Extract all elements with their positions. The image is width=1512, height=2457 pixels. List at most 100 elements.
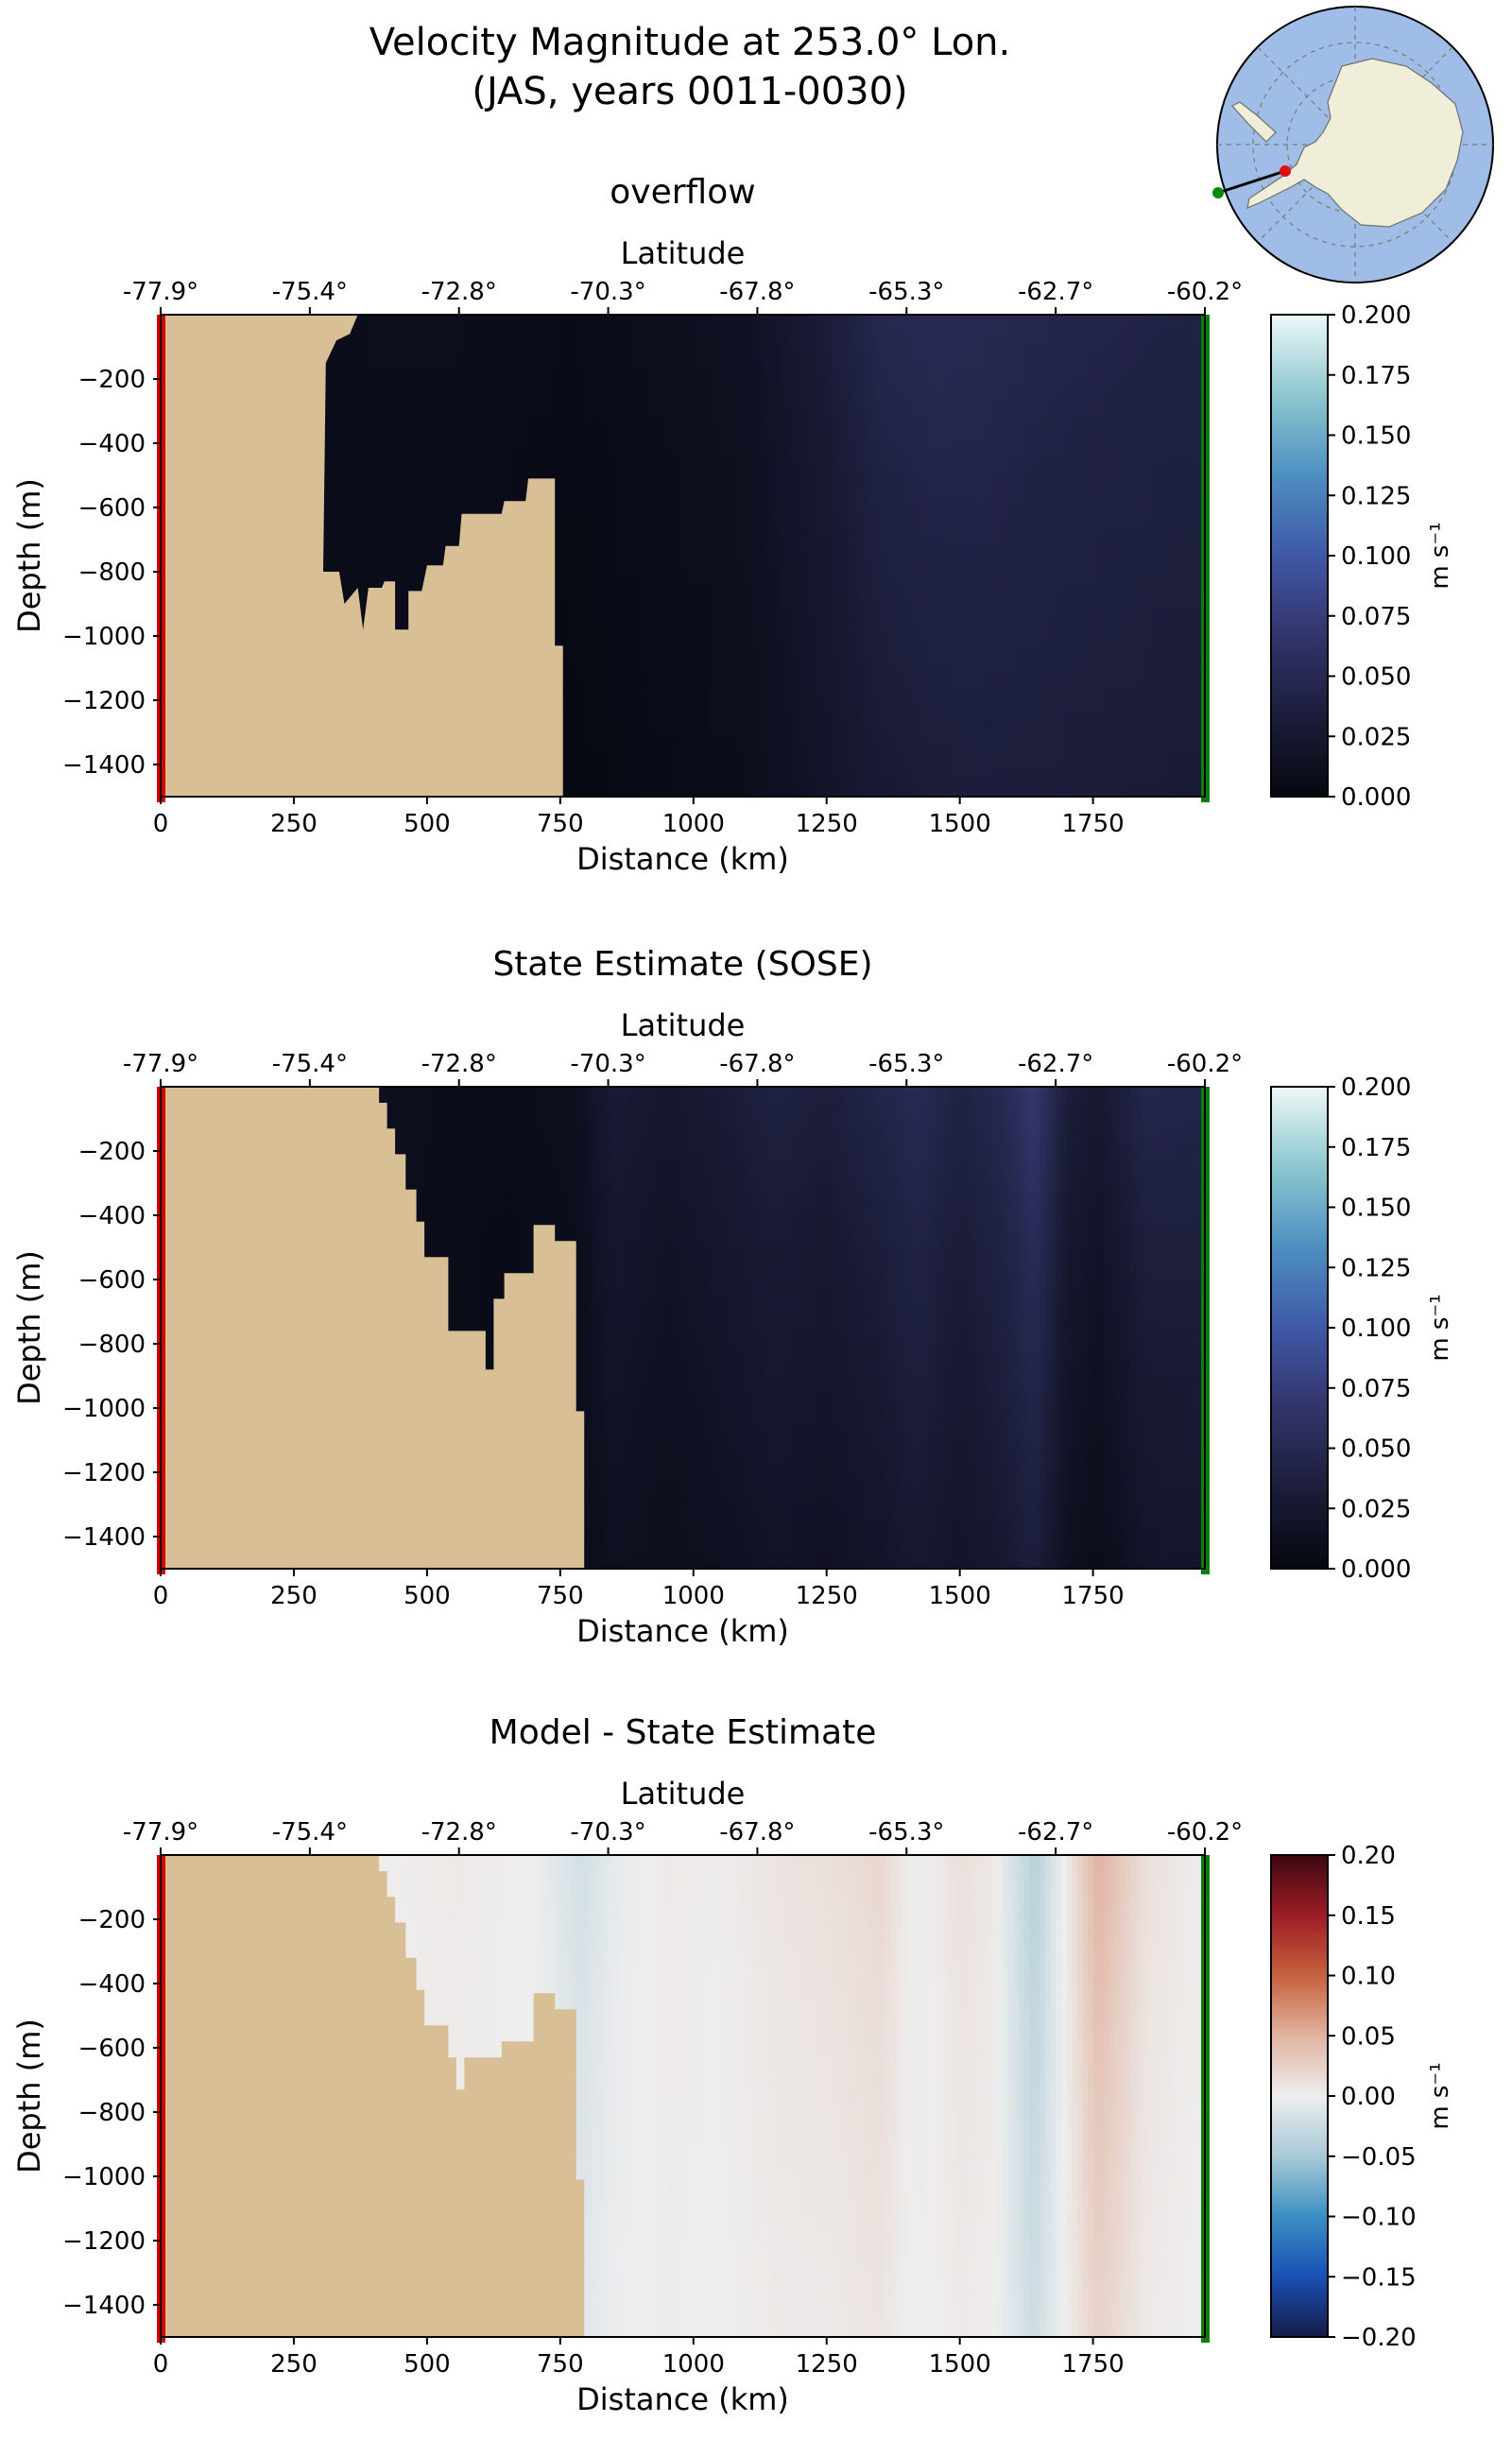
x-axis-label: Distance (km) [576,2381,789,2417]
bathymetry-land [161,1855,585,2337]
y-axis-label: Depth (m) [11,2019,47,2174]
map-section-end-dot [1212,187,1224,198]
colorbar-tick-label: −0.05 [1341,2143,1417,2172]
x-tick-label: 250 [270,810,318,838]
y-tick-label: −1000 [62,1395,146,1423]
lat-tick-label: -70.3° [570,1050,645,1078]
x-tick-label: 750 [537,1582,584,1610]
colorbar-tick-label: 0.075 [1341,1375,1411,1403]
lat-tick-label: -77.9° [123,1050,198,1078]
x-tick-label: 1250 [796,1582,858,1610]
lat-tick-label: -65.3° [868,1050,944,1078]
x-tick-label: 750 [537,810,584,838]
x-tick-label: 1750 [1062,1582,1125,1610]
x-axis-label: Distance (km) [576,1613,789,1649]
colorbar-tick-label: 0.200 [1341,1074,1411,1102]
x-tick-label: 1500 [929,1582,991,1610]
x-tick-label: 1250 [796,810,858,838]
lat-tick-label: -75.4° [272,1050,348,1078]
axes-frame [160,1086,1206,1570]
x-tick-label: 500 [404,2350,451,2379]
lat-tick-label: -67.8° [719,1050,795,1078]
lat-tick-label: -60.2° [1167,278,1243,306]
y-tick-label: −1200 [62,687,146,715]
colorbar-tick-label: 0.125 [1341,1254,1411,1282]
x-tick-label: 1500 [929,810,991,838]
axes-frame [160,314,1206,798]
y-tick-label: −200 [78,366,146,394]
lat-tick-label: -62.7° [1018,278,1093,306]
bathymetry-land [161,315,563,797]
x-tick-label: 750 [537,2350,584,2379]
map-antarctica-land [1246,58,1464,228]
y-tick-label: −600 [78,2035,146,2063]
colorbar-tick-label: 0.150 [1341,1194,1411,1223]
lat-tick-label: -62.7° [1018,1818,1093,1847]
lat-tick-label: -77.9° [123,1818,198,1847]
y-tick-label: −1400 [62,1523,146,1552]
lat-tick-label: -72.8° [421,1818,497,1847]
colorbar-tick-label: 0.050 [1341,1435,1411,1464]
y-tick-label: −1000 [62,2163,146,2191]
x-tick-label: 1000 [662,1582,725,1610]
x-tick-label: 1000 [662,810,725,838]
colorbar-tick-label: 0.075 [1341,603,1411,631]
x-tick-label: 250 [270,1582,318,1610]
y-tick-label: −800 [78,1331,146,1359]
lat-tick-label: -70.3° [570,278,645,306]
y-tick-label: −1400 [62,2292,146,2320]
lat-tick-label: -65.3° [868,1818,944,1847]
x-tick-label: 250 [270,2350,318,2379]
colorbar-tick-label: 0.10 [1341,1963,1396,1991]
y-tick-label: −800 [78,2099,146,2127]
colorbar-tick-label: 0.15 [1341,1902,1396,1931]
colorbar-tick-label: 0.050 [1341,663,1411,692]
colorbar-tick-label: −0.15 [1341,2263,1417,2292]
colorbar-tick-label: 0.000 [1341,1555,1411,1584]
x-tick-label: 1000 [662,2350,725,2379]
lat-tick-label: -72.8° [421,1050,497,1078]
panel-title: State Estimate (SOSE) [492,945,872,984]
colorbar-tick-label: 0.150 [1341,422,1411,451]
section-panel-2: State Estimate (SOSE) 0 250 500 750 1000 1250 1… [11,945,1454,1649]
colorbar-tick-label: 0.00 [1341,2083,1396,2111]
lat-tick-label: -67.8° [719,278,795,306]
colorbar [1270,1854,1329,2338]
lat-tick-label: -75.4° [272,278,348,306]
x-tick-label: 0 [153,2350,169,2379]
y-tick-label: −400 [78,1970,146,1999]
colorbar-tick-label: 0.200 [1341,301,1411,330]
x-tick-label: 0 [153,1582,169,1610]
lat-tick-label: -60.2° [1167,1818,1243,1847]
y-tick-label: −200 [78,1906,146,1934]
x-tick-label: 1250 [796,2350,858,2379]
top-axis-label: Latitude [621,235,746,271]
y-tick-label: −400 [78,430,146,458]
colorbar-tick-label: −0.10 [1341,2204,1417,2232]
lat-tick-label: -65.3° [868,278,944,306]
figure-title-line1: Velocity Magnitude at 253.0° Lon. [369,21,1011,64]
panel-title: Model - State Estimate [490,1713,877,1752]
y-axis-label: Depth (m) [11,1250,47,1405]
colorbar-tick-label: 0.05 [1341,2022,1396,2051]
colorbar-label: m s⁻¹ [1426,522,1454,589]
colorbar-tick-label: 0.20 [1341,1842,1396,1870]
colorbar-tick-label: 0.100 [1341,1314,1411,1343]
x-tick-label: 1750 [1062,810,1125,838]
section-panel-3: Model - State Estimate 0 250 500 750 1000 1250… [11,1713,1454,2417]
colorbar-label: m s⁻¹ [1426,1294,1454,1361]
colorbar-tick-label: 0.000 [1341,783,1411,812]
x-tick-label: 0 [153,810,169,838]
map-peninsula [1231,101,1277,143]
lat-tick-label: -60.2° [1167,1050,1243,1078]
colorbar-label: m s⁻¹ [1426,2062,1454,2129]
y-tick-label: −600 [78,494,146,523]
map-section-line [1217,169,1286,195]
x-tick-label: 1750 [1062,2350,1125,2379]
y-tick-label: −400 [78,1202,146,1230]
colorbar-tick-label: 0.175 [1341,362,1411,390]
x-tick-label: 500 [404,810,451,838]
colorbar-tick-label: 0.175 [1341,1134,1411,1162]
y-tick-label: −800 [78,558,146,587]
y-tick-label: −1200 [62,1459,146,1487]
